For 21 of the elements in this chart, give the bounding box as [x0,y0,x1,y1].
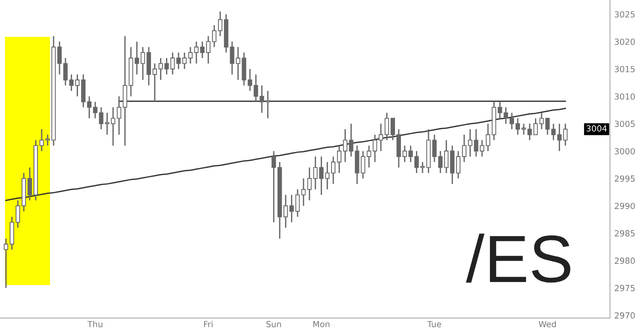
y-tick-label: 2970 [614,312,635,319]
x-tick-label: Tue [427,321,442,328]
x-tick-label: Mon [313,321,330,328]
x-tick-label: Wed [538,320,556,328]
y-tick-label: 3015 [614,66,635,72]
y-tick-label: 3000 [614,148,635,154]
y-tick-label: 3025 [614,11,635,18]
x-tick-label: Fri [204,320,212,328]
y-tick-label: 3005 [614,120,635,128]
y-tick-label: 2975 [614,284,635,292]
x-tick-label: Thu [87,320,102,328]
text: 3004 [586,125,607,132]
y-tick-label: 2985 [614,230,635,236]
x-tick-label: Sun [266,320,281,328]
y-tick-label: 2990 [614,202,635,210]
y-tick-label: 3020 [614,38,635,45]
line-series [5,108,566,201]
text: /ES [466,234,570,283]
y-tick-label: 2995 [614,175,635,182]
y-tick-label: 2980 [614,258,635,264]
y-tick-label: 3010 [614,93,635,100]
